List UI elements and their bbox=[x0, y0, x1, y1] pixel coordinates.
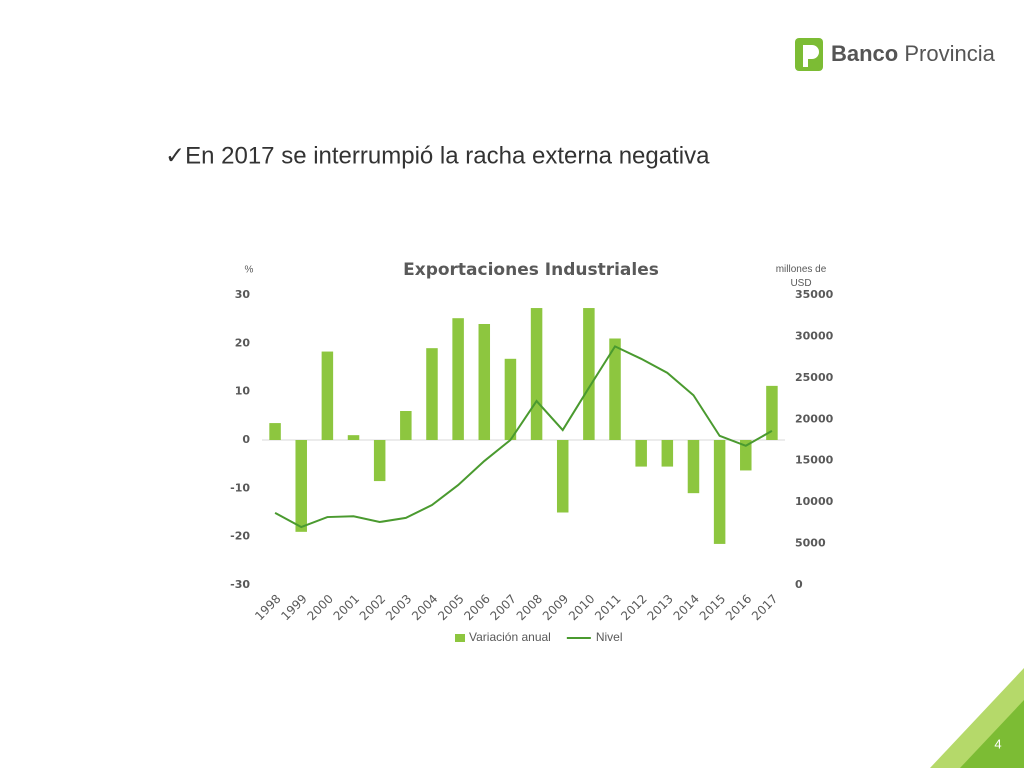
y2-tick-label: 35000 bbox=[795, 288, 834, 301]
x-tick-label: 2005 bbox=[435, 592, 466, 623]
y2-tick-label: 5000 bbox=[795, 537, 826, 550]
bar bbox=[295, 440, 307, 532]
x-tick-label: 1998 bbox=[252, 592, 283, 623]
decoration bbox=[960, 700, 1024, 768]
y-tick-label: 30 bbox=[235, 288, 251, 301]
bar bbox=[687, 440, 700, 494]
x-tick-label: 2015 bbox=[697, 592, 728, 623]
x-tick-label: 2002 bbox=[357, 592, 388, 623]
bar bbox=[766, 385, 778, 440]
bar bbox=[373, 440, 386, 482]
x-tick-label: 2016 bbox=[723, 592, 754, 623]
y2-tick-label: 30000 bbox=[795, 329, 834, 342]
line bbox=[274, 345, 773, 529]
x-tick-label: 2000 bbox=[304, 592, 335, 623]
legend-label: Variación anual bbox=[469, 630, 551, 644]
bar bbox=[740, 440, 752, 471]
y-tick-label: 10 bbox=[235, 385, 251, 398]
bar bbox=[321, 351, 334, 440]
bar bbox=[269, 423, 281, 440]
y-tick-label: 20 bbox=[235, 336, 251, 349]
y2-tick-label: 10000 bbox=[795, 495, 834, 508]
heading: ✓En 2017 se interrumpió la racha externa… bbox=[165, 142, 710, 169]
bar bbox=[556, 440, 569, 513]
x-tick-label: 2009 bbox=[540, 592, 571, 623]
y2-tick-label: 15000 bbox=[795, 454, 834, 467]
bar bbox=[609, 338, 621, 440]
bar bbox=[426, 348, 438, 440]
logo-bold: Banco bbox=[831, 41, 898, 66]
bar bbox=[347, 435, 360, 440]
x-tick-label: 2004 bbox=[409, 592, 440, 623]
bar bbox=[530, 308, 543, 440]
y2-tick-label: 20000 bbox=[795, 412, 834, 425]
bar bbox=[661, 440, 674, 467]
logo-icon bbox=[803, 45, 819, 67]
y-tick-label: 0 bbox=[242, 433, 250, 446]
bar bbox=[504, 358, 517, 440]
y-axis-label: % bbox=[245, 265, 254, 276]
bar bbox=[713, 440, 726, 544]
x-tick-label: 2003 bbox=[383, 592, 414, 623]
y2-tick-label: 25000 bbox=[795, 371, 834, 384]
x-tick-label: 2013 bbox=[644, 592, 675, 623]
legend-label: Nivel bbox=[596, 630, 623, 644]
x-tick-label: 2008 bbox=[514, 592, 545, 623]
y-tick-label: -10 bbox=[230, 481, 250, 494]
y-tick-label: -20 bbox=[230, 530, 250, 543]
x-tick-label: 2010 bbox=[566, 592, 597, 623]
x-tick-label: 2012 bbox=[618, 592, 649, 623]
bar bbox=[478, 324, 491, 440]
bar bbox=[452, 318, 464, 440]
page-number: 4 bbox=[994, 736, 1001, 751]
bar bbox=[583, 308, 595, 440]
bar bbox=[635, 440, 647, 467]
y2-tick-label: 0 bbox=[795, 578, 803, 591]
x-tick-label: 1999 bbox=[278, 592, 309, 623]
y-tick-label: -30 bbox=[230, 578, 250, 591]
x-tick-label: 2006 bbox=[461, 592, 492, 623]
x-tick-label: 2007 bbox=[488, 592, 519, 623]
legend-swatch bbox=[455, 634, 465, 642]
y2-axis-label: millones de USD bbox=[775, 264, 827, 289]
x-tick-label: 2001 bbox=[331, 592, 362, 623]
x-tick-label: 2014 bbox=[671, 592, 702, 623]
logo-regular: Provincia bbox=[904, 41, 995, 66]
x-tick-label: 2017 bbox=[749, 592, 780, 623]
chart-title: Exportaciones Industriales bbox=[403, 260, 659, 280]
bar bbox=[400, 411, 412, 440]
logo-text: Banco Provincia bbox=[831, 41, 996, 66]
x-tick-label: 2011 bbox=[592, 592, 623, 623]
